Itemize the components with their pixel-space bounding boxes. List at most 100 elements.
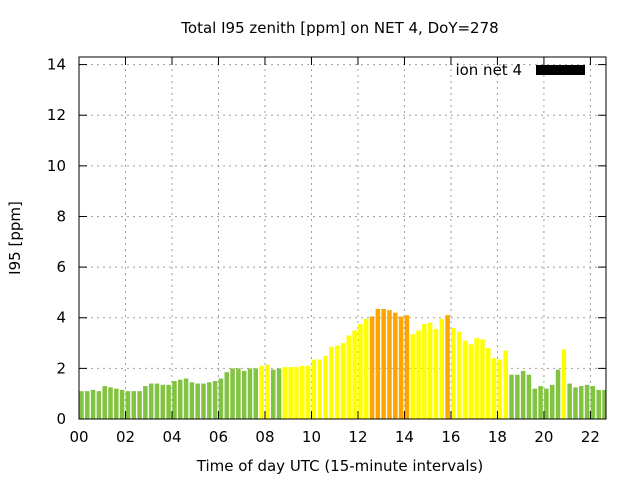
bar xyxy=(125,391,131,419)
x-tick-label: 16 xyxy=(441,428,460,446)
bar xyxy=(433,329,439,419)
bar xyxy=(131,391,137,419)
bar xyxy=(509,374,514,419)
y-tick-label: 12 xyxy=(47,106,66,124)
bar xyxy=(427,322,433,419)
bar xyxy=(148,383,154,419)
bar xyxy=(387,310,392,419)
bar xyxy=(294,367,299,419)
bar xyxy=(241,370,247,419)
bar xyxy=(212,381,218,419)
plot-frame xyxy=(78,56,607,420)
bar xyxy=(160,384,166,419)
bar xyxy=(381,308,386,419)
bar xyxy=(108,387,113,419)
x-tick-label: 00 xyxy=(69,428,88,446)
bar xyxy=(491,358,497,419)
y-tick-label: 2 xyxy=(56,359,66,377)
bar xyxy=(189,382,195,419)
bar xyxy=(549,384,555,419)
bar xyxy=(218,378,224,419)
bar xyxy=(317,359,322,419)
bar xyxy=(195,383,200,419)
x-tick-label: 06 xyxy=(209,428,228,446)
bar xyxy=(462,340,468,419)
bar xyxy=(410,334,415,419)
bar xyxy=(369,316,375,419)
bar xyxy=(474,337,479,419)
bar xyxy=(439,319,445,419)
bar xyxy=(416,330,421,419)
bar xyxy=(207,382,212,419)
grid xyxy=(79,57,606,419)
bar xyxy=(520,370,526,419)
bar xyxy=(166,384,171,419)
bar xyxy=(230,368,235,419)
bar xyxy=(183,378,189,419)
bar xyxy=(584,384,590,419)
bar xyxy=(404,315,410,419)
bar xyxy=(503,350,508,419)
bar xyxy=(143,386,148,419)
bar xyxy=(79,391,84,419)
bar xyxy=(451,327,456,419)
bar xyxy=(398,316,404,419)
bar xyxy=(96,391,102,419)
legend-swatch xyxy=(536,65,585,75)
x-tick-label: 18 xyxy=(488,428,507,446)
x-tick-label: 20 xyxy=(534,428,553,446)
bar xyxy=(236,368,241,419)
bar xyxy=(329,346,334,419)
x-tick-label: 12 xyxy=(348,428,367,446)
bar xyxy=(259,365,264,419)
bar xyxy=(85,391,90,419)
x-tick-label: 04 xyxy=(162,428,181,446)
bar xyxy=(486,348,491,419)
bar xyxy=(305,365,311,419)
legend-label: ion net 4 xyxy=(455,61,522,79)
bar xyxy=(137,391,142,419)
bar xyxy=(544,388,549,419)
bar xyxy=(555,369,561,419)
bar xyxy=(172,381,177,419)
bar xyxy=(456,331,462,419)
bar xyxy=(445,315,450,419)
bar xyxy=(102,386,107,419)
x-axis-label: Time of day UTC (15-minute intervals) xyxy=(196,457,483,475)
bar xyxy=(201,383,206,419)
bar xyxy=(358,324,363,419)
bar xyxy=(253,368,259,419)
bar xyxy=(154,383,160,419)
y-tick-label: 14 xyxy=(47,56,66,74)
bar xyxy=(288,367,293,419)
bar xyxy=(323,355,328,419)
y-tick-label: 0 xyxy=(56,410,66,428)
x-tick-label: 08 xyxy=(255,428,274,446)
y-axis-label: I95 [ppm] xyxy=(6,201,24,275)
bar xyxy=(526,374,532,419)
bar xyxy=(532,388,538,419)
bar xyxy=(363,319,369,419)
bar xyxy=(340,343,346,419)
bar xyxy=(596,389,601,419)
bars xyxy=(79,308,607,419)
bar xyxy=(573,387,578,419)
x-tick-label: 02 xyxy=(116,428,135,446)
y-tick-label: 10 xyxy=(47,157,66,175)
bar xyxy=(276,368,282,419)
bar xyxy=(480,339,485,419)
bar xyxy=(602,389,607,419)
bar xyxy=(119,389,125,419)
bar xyxy=(177,379,183,419)
bar xyxy=(224,372,230,419)
x-tick-label: 22 xyxy=(581,428,600,446)
bar xyxy=(515,374,520,419)
chart-title: Total I95 zenith [ppm] on NET 4, DoY=278 xyxy=(180,19,498,37)
bar xyxy=(497,359,503,419)
bar xyxy=(561,349,567,419)
bar xyxy=(334,345,340,419)
bar xyxy=(270,369,276,419)
x-tick-label: 10 xyxy=(302,428,321,446)
